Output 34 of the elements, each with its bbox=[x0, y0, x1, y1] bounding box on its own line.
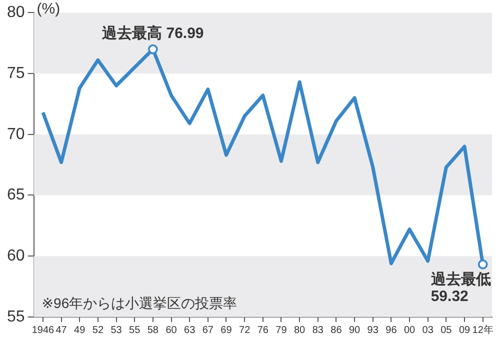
y-tick-label: 65 bbox=[7, 186, 25, 204]
x-tick-label: 96 bbox=[386, 324, 398, 336]
x-tick-label: 79 bbox=[276, 324, 288, 336]
annotation: 過去最低 59.32 bbox=[430, 271, 491, 306]
x-tick-label: 86 bbox=[330, 324, 342, 336]
x-tick-label: 63 bbox=[184, 324, 196, 336]
x-tick-label: 05 bbox=[440, 324, 452, 336]
x-tick-label: 03 bbox=[422, 324, 434, 336]
x-tick-label: 90 bbox=[348, 324, 361, 336]
y-tick-label: 60 bbox=[7, 248, 25, 265]
y-tick-label: 75 bbox=[7, 64, 25, 82]
y-tick-label: 80 bbox=[7, 4, 25, 22]
x-tick-label: 55 bbox=[129, 324, 141, 336]
x-tick-label: 52 bbox=[92, 324, 104, 336]
x-tick-label: 09 bbox=[458, 324, 471, 336]
annotation: ※96年からは小選挙区の投票率 bbox=[42, 294, 238, 311]
x-tick-label: 00 bbox=[404, 324, 416, 336]
x-tick-label: 12年 bbox=[472, 324, 494, 336]
x-tick-label: 1946 bbox=[32, 324, 55, 336]
x-tick-label: 69 bbox=[220, 324, 232, 336]
x-tick-label: 58 bbox=[147, 324, 159, 336]
x-tick-label: 93 bbox=[367, 324, 379, 336]
y-axis-title: (%) bbox=[36, 0, 60, 18]
x-tick-label: 80 bbox=[294, 324, 306, 336]
x-tick-label: 53 bbox=[110, 324, 122, 336]
x-tick-label: 47 bbox=[56, 324, 68, 336]
y-tick-label: 70 bbox=[7, 126, 25, 143]
x-tick-label: 72 bbox=[239, 324, 251, 336]
x-tick-label: 67 bbox=[202, 324, 214, 336]
x-tick-label: 76 bbox=[257, 324, 269, 336]
x-tick-label: 83 bbox=[312, 324, 324, 336]
x-tick-label: 49 bbox=[74, 324, 86, 336]
annotation: 過去最高 76.99 bbox=[101, 24, 204, 42]
x-tick-label: 60 bbox=[166, 324, 178, 336]
